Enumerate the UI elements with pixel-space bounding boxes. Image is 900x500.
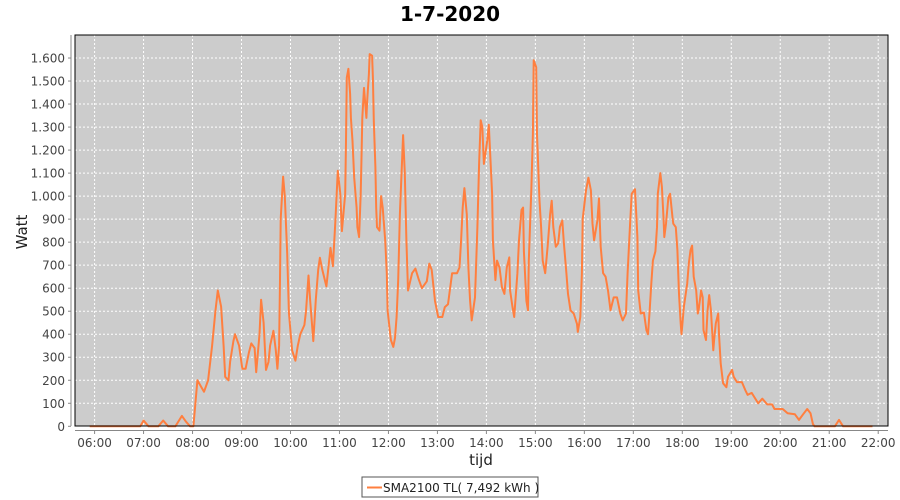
x-tick-label: 09:00 [224,436,259,450]
y-tick-label: 1.000 [31,190,65,204]
legend: SMA2100 TL( 7,492 kWh ) [361,476,539,498]
series-line [89,53,873,428]
y-axis-ticks: 0 100 200 300 400 500 600 700 800 900 1.000 1.100 1.… [31,52,71,434]
gridlines [75,35,888,427]
y-tick-label: 1.500 [31,75,65,89]
legend-box [361,476,539,498]
x-tick-label: 18:00 [665,436,700,450]
x-tick-label: 06:00 [77,436,112,450]
x-tick-label: 19:00 [714,436,749,450]
chart-title: 1-7-2020 [400,2,500,26]
y-tick-label: 1.200 [31,144,65,158]
y-tick-label: 200 [42,374,65,388]
x-tick-label: 15:00 [518,436,553,450]
x-tick-label: 16:00 [567,436,602,450]
y-axis-label: Watt [13,214,31,249]
y-tick-label: 900 [42,213,65,227]
y-tick-label: 1.400 [31,98,65,112]
x-tick-label: 07:00 [126,436,161,450]
y-tick-label: 500 [42,305,65,319]
x-tick-label: 11:00 [322,436,357,450]
y-tick-label: 100 [42,397,65,411]
x-tick-label: 17:00 [616,436,651,450]
series-layer [89,53,873,428]
y-tick-label: 800 [42,236,65,250]
x-tick-label: 21:00 [812,436,847,450]
y-tick-label: 700 [42,259,65,273]
x-tick-label: 22:00 [861,436,896,450]
plot-area [75,35,888,426]
x-axis-label: tijd [469,451,493,469]
y-tick-label: 1.300 [31,121,65,135]
x-tick-label: 14:00 [469,436,504,450]
legend-label: SMA2100 TL( 7,492 kWh ) [383,481,539,495]
x-tick-label: 10:00 [273,436,308,450]
plot-border [74,34,889,427]
x-tick-label: 08:00 [175,436,210,450]
x-axis-ticks: 06:00 07:00 08:00 09:00 10:00 11:00 12:00 13:00… [77,431,896,450]
y-tick-label: 600 [42,282,65,296]
x-tick-label: 20:00 [763,436,798,450]
y-tick-label: 0 [57,420,65,434]
y-tick-label: 1.600 [31,52,65,66]
y-tick-label: 300 [42,351,65,365]
x-tick-label: 13:00 [420,436,455,450]
x-tick-label: 12:00 [371,436,406,450]
y-tick-label: 1.100 [31,167,65,181]
y-tick-label: 400 [42,328,65,342]
